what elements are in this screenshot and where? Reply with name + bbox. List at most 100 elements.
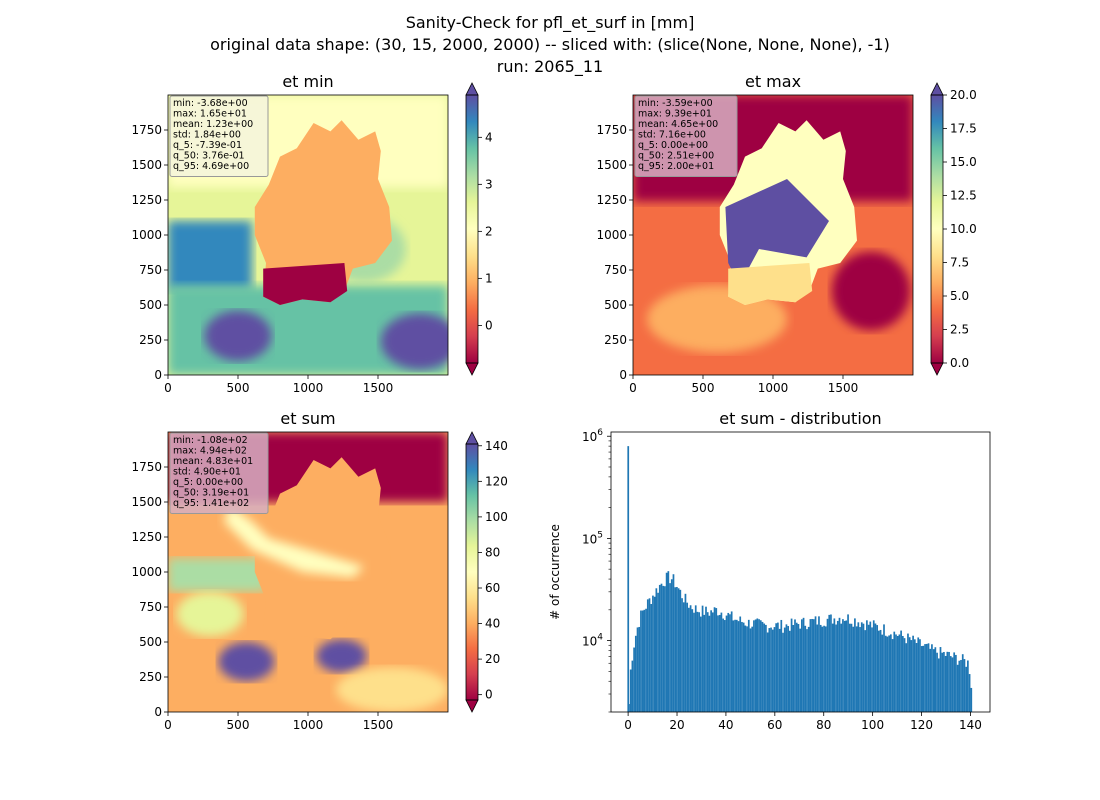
x-tick-label: 140: [959, 718, 982, 732]
histogram-bar: [720, 612, 723, 712]
histogram-bar: [676, 586, 678, 712]
y-tick-label: 750: [139, 263, 162, 277]
histogram-bar: [804, 625, 807, 712]
histogram-bar: [879, 629, 882, 712]
histogram-bar: [795, 622, 798, 712]
histogram-bar: [665, 572, 668, 712]
histogram-bar: [878, 630, 880, 712]
stats-line: q_95: 4.69e+00: [173, 161, 249, 172]
histogram-bar: [874, 623, 877, 712]
histogram-bar: [633, 647, 635, 712]
histogram-bar: [912, 635, 914, 712]
histogram-bar: [631, 660, 634, 712]
histogram-bar: [893, 631, 896, 712]
x-tick-label: 1500: [363, 381, 394, 395]
y-tick-label: 500: [604, 298, 627, 312]
histogram-frame: [610, 431, 991, 713]
histogram-bar: [705, 606, 707, 712]
histogram-bar: [915, 643, 918, 712]
histogram-bar: [869, 621, 872, 712]
colorbar-tick-label: 10.0: [950, 222, 977, 236]
histogram-bar: [749, 628, 752, 712]
histogram-bar: [898, 634, 901, 712]
histogram-bar: [628, 704, 630, 712]
histogram-bar: [785, 624, 788, 712]
histogram-bar: [857, 622, 860, 712]
x-tick-label: 1000: [758, 381, 789, 395]
histogram-bar: [674, 587, 677, 712]
stats-line: std: 7.16e+00: [638, 130, 706, 141]
histogram-bar: [809, 619, 812, 712]
histogram-bar: [747, 619, 750, 712]
colorbar-tick-label: 2.5: [950, 323, 969, 337]
histogram-bar: [955, 654, 957, 712]
histogram-bar: [812, 619, 815, 712]
histogram-bar: [698, 612, 701, 712]
stats-line: q_95: 1.41e+02: [173, 498, 249, 509]
histogram-bar: [739, 616, 742, 712]
histogram-bar: [759, 620, 762, 712]
histogram-bar: [830, 614, 832, 712]
histogram-bar: [866, 620, 868, 712]
histogram-bar: [919, 639, 921, 712]
histogram-bar: [727, 612, 730, 712]
histogram-bar: [807, 626, 810, 712]
x-tick-label: 1000: [293, 381, 324, 395]
histogram-bar: [888, 635, 890, 712]
histogram-bar: [961, 654, 964, 712]
histogram-bar: [780, 619, 783, 712]
x-tick-label: 80: [816, 718, 831, 732]
histogram-bar: [823, 625, 825, 712]
y-tick-label: 1750: [131, 123, 162, 137]
histogram-bar: [843, 620, 846, 712]
stats-line: q_50: 3.76e-01: [173, 151, 245, 162]
y-tick-label: 1750: [131, 460, 162, 474]
histogram-bar: [777, 622, 779, 712]
histogram-bar: [710, 610, 712, 712]
colorbar: [466, 95, 478, 363]
histogram-bar: [711, 612, 714, 712]
histogram-bar: [852, 626, 855, 712]
histogram-bar: [806, 629, 808, 712]
histogram-bar: [741, 621, 743, 712]
histogram-bar: [847, 614, 849, 712]
histogram-bar: [758, 619, 760, 712]
y-tick-label: 104: [582, 633, 603, 649]
histogram-bar: [664, 586, 666, 712]
histogram-bar: [802, 617, 805, 712]
histogram-bar: [688, 607, 690, 712]
histogram-bar: [835, 624, 837, 712]
histogram-bar: [627, 446, 630, 712]
histogram-bar: [929, 648, 932, 712]
colorbar-tick-label: 7.5: [950, 256, 969, 270]
colorbar-tick-label: 4: [485, 130, 493, 144]
y-tick-label: 750: [139, 600, 162, 614]
histogram-bar: [831, 623, 834, 712]
histogram-bar: [753, 620, 755, 712]
colorbar-tick-label: 5.0: [950, 289, 969, 303]
y-tick-label: 1500: [131, 495, 162, 509]
histogram-bar: [967, 660, 969, 712]
stats-line: std: 4.90e+01: [173, 467, 241, 478]
histogram-bar: [900, 630, 902, 712]
histogram-bar: [953, 652, 956, 712]
stats-line: q_95: 2.00e+01: [638, 161, 714, 172]
histogram-bar: [638, 626, 641, 712]
histogram-bar: [787, 626, 790, 712]
colorbar-tick-label: 3: [485, 177, 493, 191]
histogram-bar: [735, 619, 738, 712]
histogram-bar: [842, 619, 844, 712]
histogram-title: et sum - distribution: [719, 409, 881, 428]
histogram-bar: [948, 651, 950, 712]
histogram-bars: [627, 446, 973, 712]
colorbar-frame: [465, 443, 479, 701]
histogram-bar: [706, 612, 709, 712]
histogram-bar: [886, 636, 889, 712]
histogram-bar: [790, 618, 793, 712]
histogram-bar: [703, 614, 706, 712]
figure-title-line-1: Sanity-Check for pfl_et_surf in [mm]: [405, 13, 695, 32]
x-tick-label: 0: [164, 718, 172, 732]
y-axis-label: # of occurrence: [548, 524, 562, 620]
histogram-bar: [662, 585, 665, 712]
